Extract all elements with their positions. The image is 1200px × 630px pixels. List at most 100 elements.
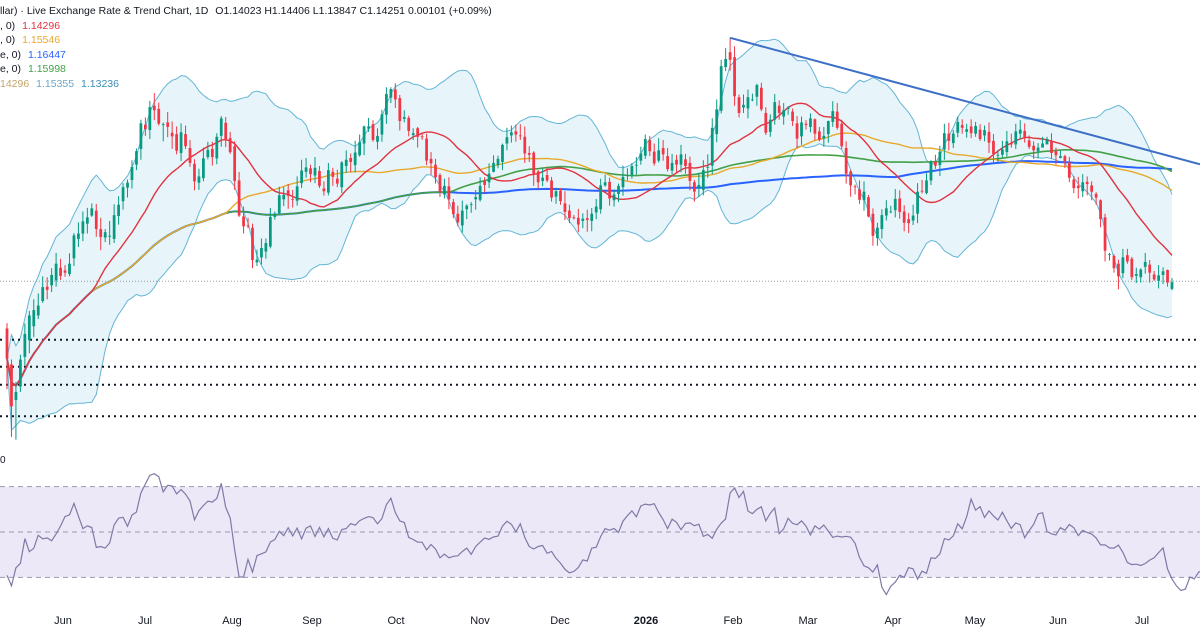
- candle-body: [340, 162, 344, 188]
- candle-body: [612, 194, 616, 201]
- candle-body: [590, 213, 594, 221]
- candle-body: [54, 263, 58, 281]
- candle-body: [85, 217, 89, 224]
- candle-body: [889, 211, 893, 213]
- candle-body: [974, 126, 977, 134]
- candle-body: [429, 158, 433, 164]
- candle-body: [514, 131, 518, 135]
- candle-body: [652, 151, 656, 164]
- candle-body: [559, 190, 562, 202]
- candle-body: [135, 151, 138, 165]
- candle-body: [478, 185, 482, 200]
- candle-body: [706, 166, 710, 168]
- candle-body: [1009, 143, 1013, 145]
- candle-body: [152, 105, 156, 111]
- candle-body: [282, 194, 286, 200]
- candle-body: [460, 210, 464, 226]
- candle-body: [978, 129, 982, 140]
- candle-body: [1152, 274, 1156, 280]
- candle-body: [1125, 255, 1129, 262]
- candle-body: [19, 359, 22, 387]
- candle-body: [300, 170, 303, 184]
- candle-body: [581, 218, 585, 221]
- candle-body: [112, 215, 116, 239]
- candle-body: [251, 227, 254, 261]
- candle-body: [759, 87, 763, 110]
- candle-body: [233, 146, 237, 181]
- candle-body: [505, 137, 509, 144]
- candle-body: [1170, 282, 1174, 289]
- candle-body: [719, 66, 723, 111]
- candle-body: [554, 191, 558, 197]
- candle-body: [523, 136, 527, 154]
- candle-body: [32, 310, 36, 327]
- legend-row-ma200: e, 0) 1.16447: [0, 48, 492, 63]
- candle-body: [1072, 179, 1076, 189]
- candle-body: [679, 154, 683, 165]
- candle-body: [576, 217, 580, 225]
- candle-body: [1032, 145, 1036, 151]
- candle-body: [568, 210, 571, 219]
- candle-body: [1103, 217, 1107, 251]
- x-tick-label: Jul: [138, 615, 152, 627]
- candle-body: [541, 177, 545, 181]
- candle-body: [835, 111, 839, 128]
- candle-body: [701, 170, 705, 190]
- candle-body: [688, 162, 692, 181]
- bollinger-lower-line: [6, 143, 1173, 432]
- candle-body: [117, 204, 120, 216]
- candle-body: [398, 98, 402, 122]
- candle-body: [14, 391, 18, 401]
- candle-body: [844, 148, 848, 174]
- candle-body: [737, 97, 741, 113]
- candle-body: [657, 150, 661, 161]
- candle-body: [380, 114, 384, 135]
- candle-body: [532, 152, 536, 175]
- x-tick-label: Oct: [387, 615, 404, 627]
- x-tick-label: Dec: [550, 615, 570, 627]
- candle-body: [492, 162, 495, 172]
- candle-body: [907, 219, 911, 224]
- legend-title: llar) · Live Exchange Rate & Trend Chart…: [0, 5, 209, 17]
- candle-body: [938, 151, 942, 166]
- candle-body: [219, 118, 223, 136]
- candle-body: [179, 132, 183, 153]
- legend-ma50-value: 1.15546: [22, 34, 61, 47]
- x-tick-label: Sep: [302, 615, 322, 627]
- legend-bb-upper: 14296: [0, 77, 30, 90]
- candle-body: [1143, 261, 1147, 267]
- candle-body: [599, 185, 603, 210]
- candle-body: [41, 287, 45, 302]
- candle-body: [483, 180, 486, 185]
- candle-body: [594, 206, 598, 213]
- candle-body: [965, 129, 969, 132]
- candle-body: [139, 123, 143, 149]
- legend-title-row: llar) · Live Exchange Rate & Trend Chart…: [0, 4, 492, 19]
- candle-body: [603, 182, 607, 186]
- candle-body: [393, 89, 397, 100]
- candle-body: [157, 108, 161, 124]
- candle-body: [27, 315, 31, 341]
- legend-row-ma100: e, 0) 1.15998: [0, 62, 492, 77]
- rsi-line: [6, 473, 1200, 596]
- candle-body: [170, 132, 174, 137]
- candle-body: [545, 175, 549, 181]
- candle-body: [518, 135, 522, 137]
- candle-body: [443, 185, 446, 195]
- candle-body: [916, 191, 919, 214]
- candle-body: [5, 328, 9, 359]
- candle-body: [813, 119, 817, 134]
- candle-body: [849, 171, 852, 186]
- candle-body: [630, 166, 634, 176]
- candle-body: [420, 136, 424, 138]
- candle-body: [536, 171, 540, 183]
- candle-body: [1130, 258, 1134, 278]
- candle-body: [371, 124, 375, 140]
- candle-body: [724, 58, 728, 68]
- rsi-pane-label: 0: [0, 455, 6, 466]
- candle-body: [36, 305, 40, 316]
- candle-body: [617, 185, 620, 194]
- legend-ohlc: O1.14023 H1.14406 L1.13847 C1.14251 0.00…: [215, 5, 492, 17]
- candle-body: [800, 122, 803, 137]
